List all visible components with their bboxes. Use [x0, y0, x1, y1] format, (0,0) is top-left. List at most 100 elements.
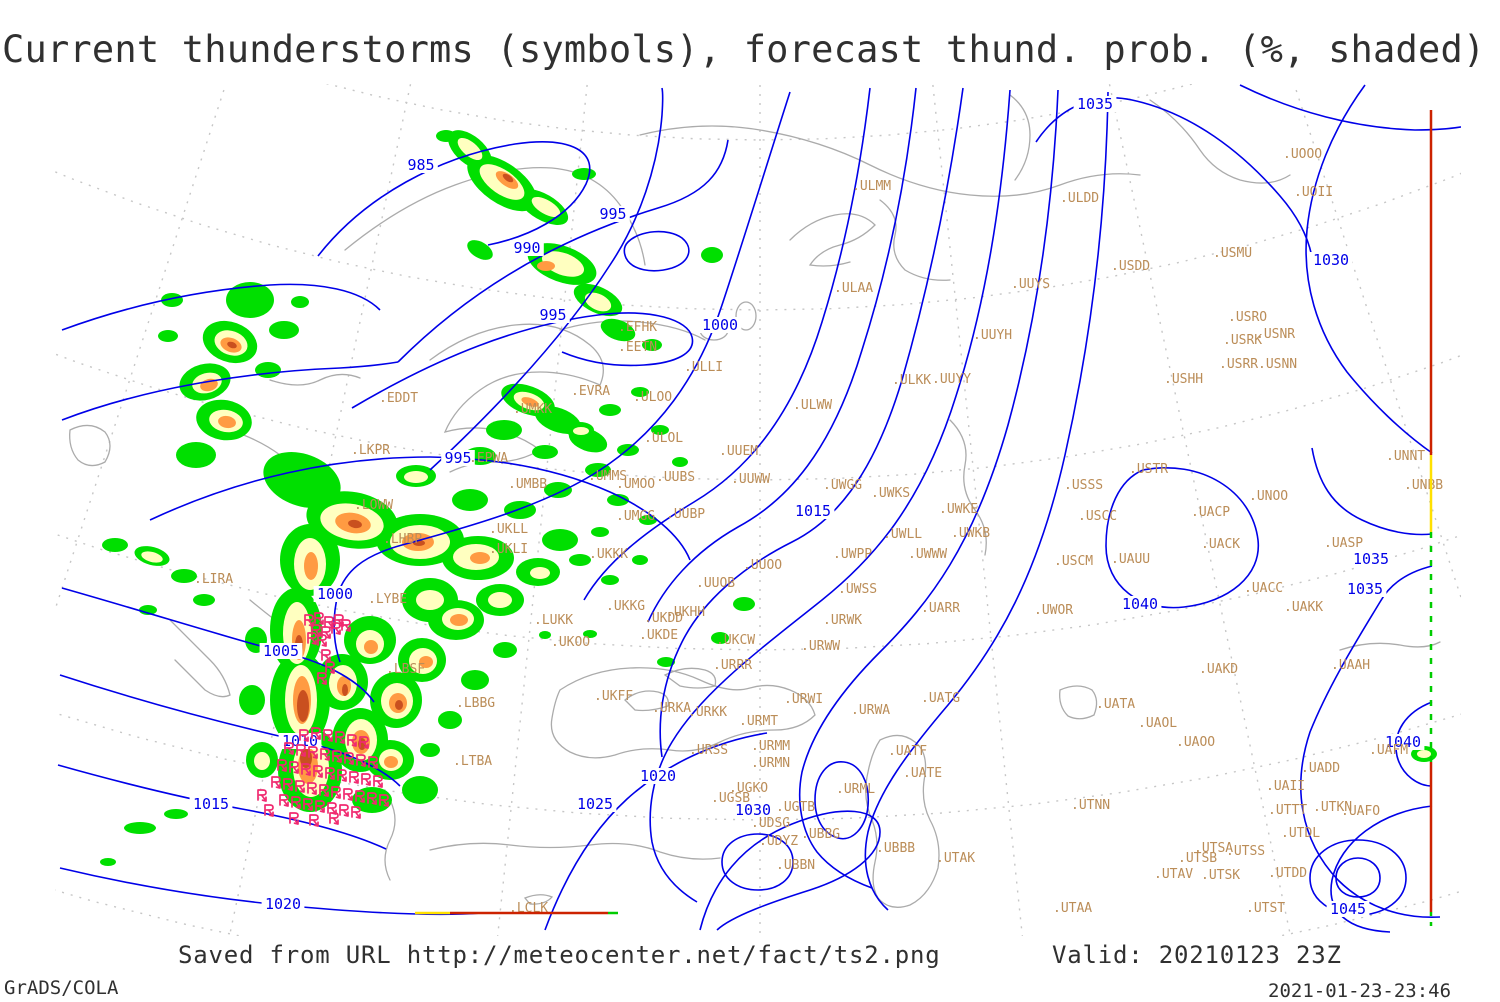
station-label: .URKA	[652, 701, 691, 716]
station-label: .UAKK	[1284, 600, 1323, 615]
isobar-label-bg	[510, 240, 544, 256]
isobar-label-bg	[698, 317, 742, 333]
station-label: .UTNN	[1071, 798, 1110, 813]
station-label: .UWPP	[833, 547, 872, 562]
station-label: .ULWW	[793, 398, 832, 413]
prob-area-yellow	[584, 292, 612, 312]
isobar-label: 1030	[1313, 251, 1349, 269]
coastline	[550, 667, 816, 759]
prob-area-yellow	[573, 427, 589, 435]
isobar-label-bg	[1343, 581, 1387, 597]
coastline	[429, 842, 721, 860]
thunderstorm-icon	[329, 812, 339, 825]
isobar-label: 1025	[577, 795, 613, 813]
station-label: .UACK	[1201, 537, 1240, 552]
isobar	[1395, 701, 1433, 787]
isobar-label-bg	[636, 768, 680, 784]
station-label: .USCM	[1054, 554, 1093, 569]
prob-area-yellow	[1417, 750, 1431, 758]
station-label: .URSS	[689, 743, 728, 758]
station-label: .URMM	[751, 739, 790, 754]
prob-area-green	[591, 527, 609, 537]
station-label: .URWW	[801, 639, 840, 654]
station-label: .UATE	[903, 766, 942, 781]
coastline	[429, 323, 604, 473]
station-label: .URML	[836, 782, 875, 797]
prob-area-red	[395, 700, 403, 710]
isobar	[61, 283, 381, 331]
isobar-label-bg	[259, 643, 303, 659]
isobar	[814, 761, 869, 840]
prob-area-green	[632, 555, 648, 565]
station-label: .UMKK	[513, 402, 552, 417]
station-label: .UATF	[888, 744, 927, 759]
prob-area-green	[733, 597, 755, 611]
prob-area-green	[226, 282, 274, 318]
station-label: .UNNT	[1386, 449, 1425, 464]
station-label: .USCC	[1078, 509, 1117, 524]
prob-area-green	[711, 632, 729, 644]
thunderstorm-icon	[349, 771, 359, 784]
station-label: .UUOO	[743, 558, 782, 573]
station-label: .UTAV	[1154, 867, 1193, 882]
isobar	[1035, 97, 1314, 264]
isobar-label-bg	[536, 307, 570, 323]
station-label: .UKLI	[489, 542, 528, 557]
station-label: .UGTB	[776, 800, 815, 815]
graticule-parallel	[55, 533, 1461, 651]
prob-area-green	[569, 554, 591, 566]
isobar-label-bg	[1381, 734, 1425, 750]
graticule-parallel	[55, 171, 1461, 311]
station-label: .UNOO	[1249, 489, 1288, 504]
station-label: .URMN	[751, 756, 790, 771]
station-label: .UTSA	[1194, 841, 1233, 856]
isobar	[623, 230, 690, 272]
station-label: .ULAA	[834, 281, 873, 296]
station-label: .LUKK	[534, 613, 573, 628]
prob-area-green	[402, 776, 438, 804]
isobar-label: 1020	[265, 895, 301, 913]
isobar-label: 1015	[193, 795, 229, 813]
isobar-label-bg	[189, 796, 233, 812]
station-label: .UARR	[921, 601, 960, 616]
station-label: .UWSS	[838, 582, 877, 597]
graticule-parallel	[325, 84, 1195, 141]
station-label: .UAFO	[1341, 804, 1380, 819]
station-label: .UUWW	[731, 472, 770, 487]
station-label: .USTR	[1129, 462, 1168, 477]
prob-area-green	[493, 642, 517, 658]
prob-area-green	[535, 406, 581, 434]
prob-area-green	[657, 657, 675, 667]
isobar-label: 1010	[282, 732, 318, 750]
prob-area-green	[164, 809, 188, 819]
prob-area-yellow	[541, 251, 585, 277]
isobar	[1330, 805, 1433, 933]
prob-area-yellow	[254, 752, 270, 770]
coastline	[879, 199, 951, 281]
coastline	[269, 373, 361, 386]
thunderstorm-icon	[343, 788, 353, 801]
station-label: .UUYY	[932, 372, 971, 387]
isobar	[149, 456, 691, 561]
isobar	[1311, 447, 1433, 536]
station-label: .UMOO	[616, 477, 655, 492]
prob-area-yellow	[530, 567, 550, 579]
station-label: .UMMS	[588, 469, 627, 484]
prob-area-green	[255, 362, 281, 378]
prob-area-red	[227, 341, 237, 349]
station-label: .URWA	[851, 703, 890, 718]
isobar-labels: 985 995 990 995 1000 995 1000 1005 1010 1015 1015 1…	[189, 95, 1425, 918]
isobar-label: 995	[444, 449, 471, 467]
coastline	[949, 419, 987, 556]
coastline	[663, 667, 717, 689]
prob-area-green	[158, 330, 178, 342]
isobar-label-bg	[731, 802, 775, 818]
isobar-label: 1015	[795, 502, 831, 520]
station-label: .UATG	[921, 691, 960, 706]
station-label: .UDSG	[751, 816, 790, 831]
isobar-label-bg	[404, 157, 438, 173]
prob-area-orange	[364, 640, 378, 654]
station-label: .USDD	[1111, 259, 1150, 274]
station-label: .UTKN	[1313, 800, 1352, 815]
station-label: .UAUU	[1111, 552, 1150, 567]
